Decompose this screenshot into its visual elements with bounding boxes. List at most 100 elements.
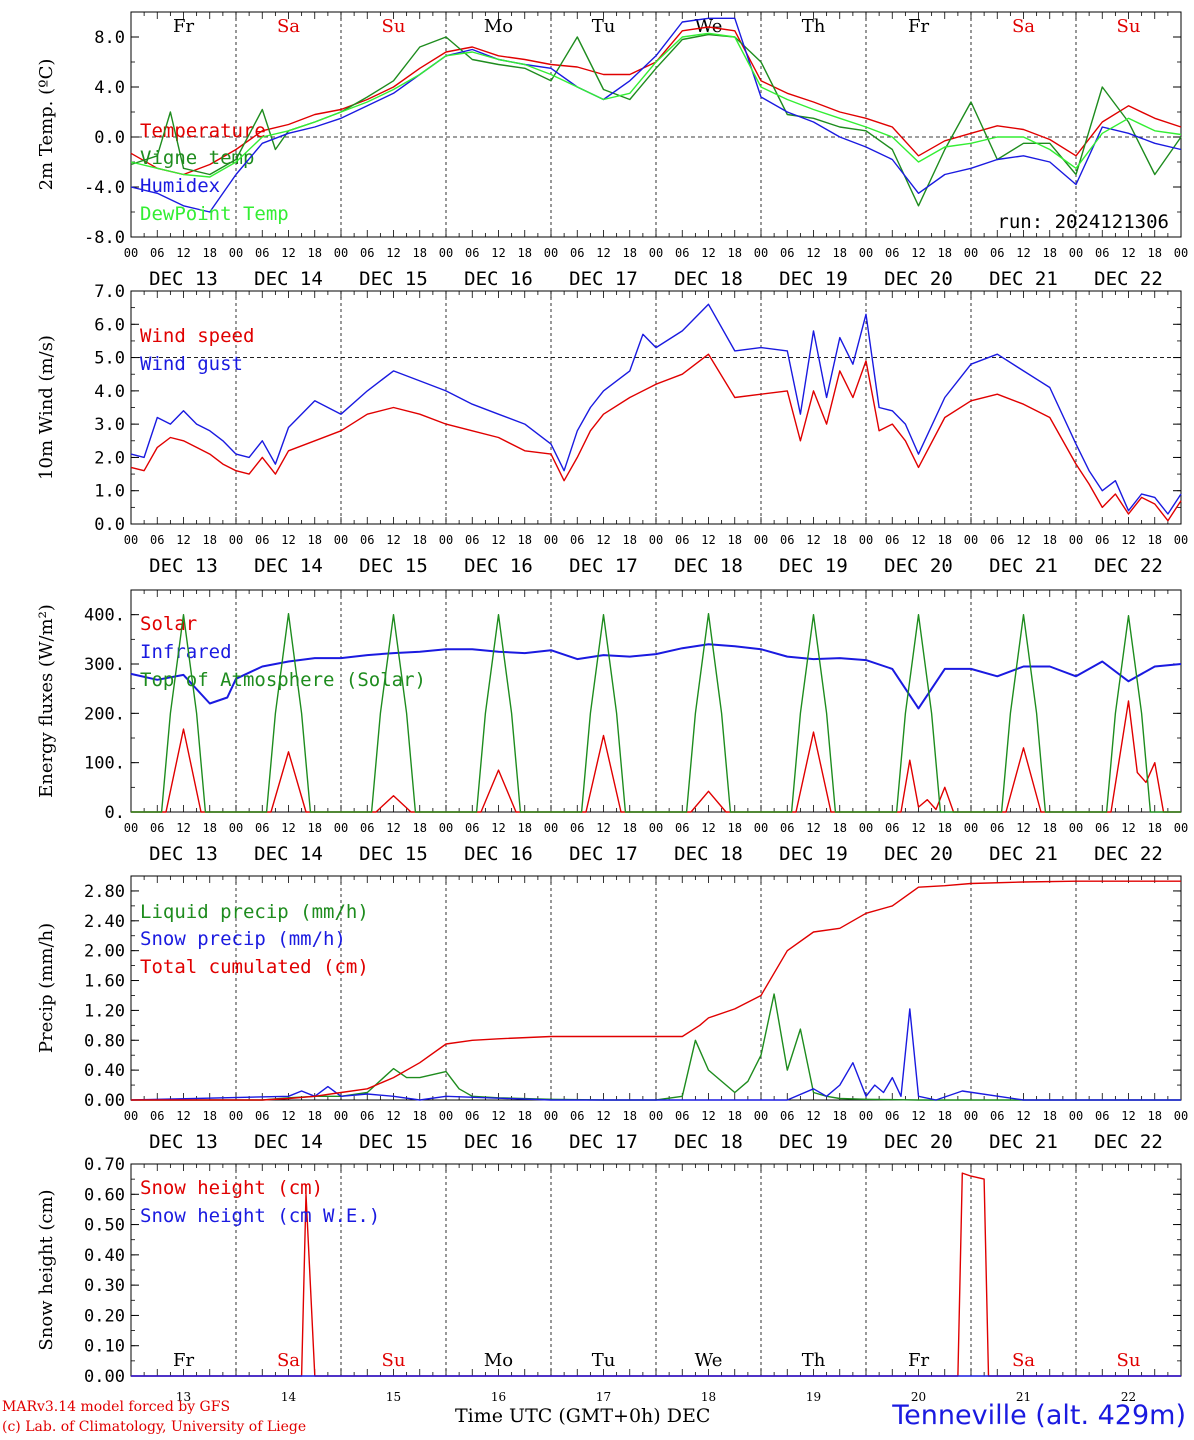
y-axis-label: Energy fluxes (W/m²) xyxy=(36,604,57,798)
hour-tick-label: 12 xyxy=(386,1109,400,1123)
date-label: DEC 19 xyxy=(779,843,848,865)
series-line-liquid-precip-mm-h- xyxy=(131,993,1181,1101)
legend-entry: Snow height (cm W.E.) xyxy=(140,1205,380,1227)
legend-entry: Vigne temp xyxy=(140,147,254,169)
hour-tick-label: 18 xyxy=(728,1109,742,1123)
date-label: DEC 21 xyxy=(989,268,1058,290)
y-tick-label: 0.00 xyxy=(84,1091,125,1111)
hour-tick-label: 18 xyxy=(413,246,427,260)
hour-tick-label: 12 xyxy=(1121,246,1135,260)
hour-tick-label: 00 xyxy=(124,246,138,260)
y-tick-label: 0.60 xyxy=(84,1185,125,1205)
hour-tick-label: 06 xyxy=(570,246,584,260)
hour-tick-label: 18 xyxy=(1148,1109,1162,1123)
hour-tick-label: 12 xyxy=(1121,821,1135,835)
weekday-label: Su xyxy=(1117,16,1141,37)
y-tick-label: 5.0 xyxy=(94,349,125,369)
hour-tick-label: 18 xyxy=(308,533,322,547)
hour-tick-label: 06 xyxy=(675,533,689,547)
legend-entry: Liquid precip (mm/h) xyxy=(140,901,369,923)
y-tick-label: 2.80 xyxy=(84,882,125,902)
series-line-wind-speed xyxy=(130,353,1182,522)
date-label: DEC 18 xyxy=(674,555,743,577)
hour-tick-label: 00 xyxy=(229,533,243,547)
hour-tick-label: 12 xyxy=(491,821,505,835)
hour-tick-label: 12 xyxy=(491,1109,505,1123)
date-label: DEC 15 xyxy=(359,843,428,865)
hour-tick-label: 18 xyxy=(1043,533,1057,547)
date-label: DEC 19 xyxy=(779,1131,848,1153)
hour-tick-label: 00 xyxy=(1174,246,1188,260)
hour-tick-label: 18 xyxy=(728,246,742,260)
day-number-label: 22 xyxy=(1121,1390,1136,1404)
hour-tick-label: 00 xyxy=(649,246,663,260)
y-tick-label: 0.20 xyxy=(84,1306,125,1326)
y-tick-label: 0.10 xyxy=(84,1337,125,1357)
legend-entry: Infrared xyxy=(140,641,232,663)
weekday-label: Su xyxy=(382,16,406,37)
hour-tick-label: 00 xyxy=(124,821,138,835)
x-axis-title: Time UTC (GMT+0h) DEC xyxy=(455,1405,711,1427)
hour-tick-label: 18 xyxy=(203,1109,217,1123)
hour-tick-label: 18 xyxy=(1148,246,1162,260)
weekday-label: Tu xyxy=(592,16,616,37)
hour-tick-label: 12 xyxy=(386,821,400,835)
hour-tick-label: 06 xyxy=(255,246,269,260)
y-axis-label: 10m Wind (m/s) xyxy=(36,335,57,480)
hour-tick-label: 06 xyxy=(570,533,584,547)
hour-tick-label: 18 xyxy=(308,821,322,835)
hour-tick-label: 06 xyxy=(150,821,164,835)
weekday-label: Sa xyxy=(1012,16,1035,37)
weekday-label: Sa xyxy=(1012,1350,1035,1371)
y-tick-label: 0. xyxy=(105,803,125,823)
date-label: DEC 21 xyxy=(989,555,1058,577)
date-label: DEC 17 xyxy=(569,555,638,577)
y-tick-label: 4.0 xyxy=(94,382,125,402)
series-line-humidex xyxy=(130,17,1182,213)
y-tick-label: 2.40 xyxy=(84,912,125,932)
hour-tick-label: 06 xyxy=(465,821,479,835)
date-label: DEC 16 xyxy=(464,268,533,290)
date-label: DEC 22 xyxy=(1094,1131,1163,1153)
series-line-snow-precip-mm-h- xyxy=(130,1008,1181,1101)
hour-tick-label: 12 xyxy=(596,533,610,547)
date-label: DEC 18 xyxy=(674,1131,743,1153)
day-number-label: 19 xyxy=(806,1390,821,1404)
hour-tick-label: 00 xyxy=(859,246,873,260)
legend-entry: Solar xyxy=(140,613,197,635)
date-label: DEC 22 xyxy=(1094,268,1163,290)
hour-tick-label: 06 xyxy=(150,246,164,260)
y-tick-label: 0.80 xyxy=(84,1031,125,1051)
date-label: DEC 20 xyxy=(884,1131,953,1153)
hour-tick-label: 12 xyxy=(281,533,295,547)
legend-entry: Snow precip (mm/h) xyxy=(140,928,346,950)
series-line-dewpoint-temp xyxy=(130,32,1182,178)
hour-tick-label: 18 xyxy=(413,533,427,547)
hour-tick-label: 12 xyxy=(806,821,820,835)
date-label: DEC 16 xyxy=(464,843,533,865)
hour-tick-label: 18 xyxy=(833,246,847,260)
date-label: DEC 17 xyxy=(569,1131,638,1153)
hour-tick-label: 12 xyxy=(596,246,610,260)
series-line-total-cumulated-cm- xyxy=(131,880,1181,1101)
hour-tick-label: 00 xyxy=(964,1109,978,1123)
day-number-label: 20 xyxy=(911,1390,926,1404)
y-tick-label: 0.50 xyxy=(84,1216,125,1236)
hour-tick-label: 18 xyxy=(728,821,742,835)
hour-tick-label: 12 xyxy=(491,246,505,260)
weekday-label: Th xyxy=(802,16,826,37)
legend-entry: Humidex xyxy=(140,175,220,197)
hour-tick-label: 06 xyxy=(780,246,794,260)
hour-tick-label: 00 xyxy=(754,821,768,835)
date-label: DEC 19 xyxy=(779,268,848,290)
hour-tick-label: 00 xyxy=(964,533,978,547)
hour-tick-label: 00 xyxy=(334,1109,348,1123)
date-label: DEC 15 xyxy=(359,1131,428,1153)
y-tick-label: 1.60 xyxy=(84,972,125,992)
legend-entry: Top of Atmosphere (Solar) xyxy=(140,669,426,691)
hour-tick-label: 12 xyxy=(281,821,295,835)
hour-tick-label: 18 xyxy=(413,821,427,835)
hour-tick-label: 12 xyxy=(386,246,400,260)
hour-tick-label: 12 xyxy=(386,533,400,547)
y-tick-label: 4.0 xyxy=(94,78,125,98)
